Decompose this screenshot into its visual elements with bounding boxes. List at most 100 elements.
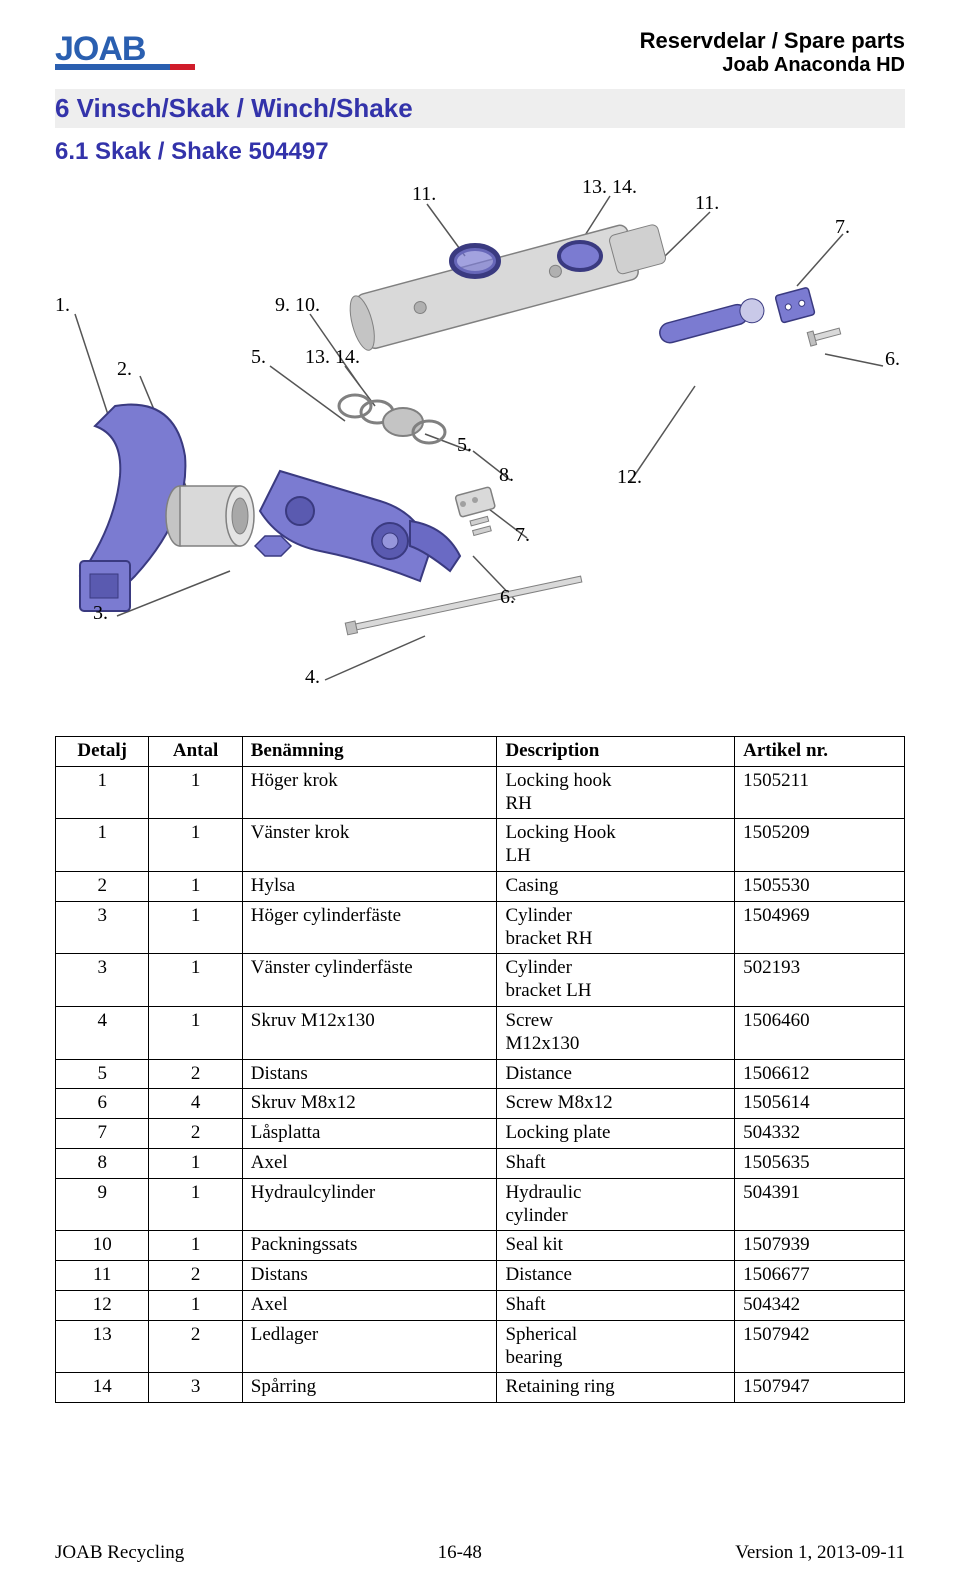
table-cell: Shaft xyxy=(497,1290,735,1320)
table-header-cell: Artikel nr. xyxy=(735,737,905,767)
logo: JOAB xyxy=(55,28,203,72)
table-header-cell: Description xyxy=(497,737,735,767)
table-row: 64Skruv M8x12Screw M8x121505614 xyxy=(56,1089,905,1119)
callout-label: 7. xyxy=(835,216,850,239)
table-cell: 11 xyxy=(56,1261,149,1291)
table-row: 11Höger krokLocking hookRH1505211 xyxy=(56,766,905,819)
callout-label: 5. xyxy=(251,346,266,369)
table-cell: 3 xyxy=(149,1373,242,1403)
table-cell: 504391 xyxy=(735,1178,905,1231)
table-cell: 4 xyxy=(149,1089,242,1119)
subsection-title: 6.1 Skak / Shake 504497 xyxy=(55,138,905,166)
section-title: 6 Vinsch/Skak / Winch/Shake xyxy=(55,89,905,128)
table-row: 101PackningssatsSeal kit1507939 xyxy=(56,1231,905,1261)
table-cell: 1 xyxy=(56,819,149,872)
table-cell: Distance xyxy=(497,1261,735,1291)
table-cell: Locking hookRH xyxy=(497,766,735,819)
table-cell: Screw M8x12 xyxy=(497,1089,735,1119)
table-cell: 1506612 xyxy=(735,1059,905,1089)
footer-right: Version 1, 2013-09-11 xyxy=(735,1542,905,1564)
table-cell: 9 xyxy=(56,1178,149,1231)
callout-label: 6. xyxy=(500,586,515,609)
table-cell: Höger cylinderfäste xyxy=(242,901,497,954)
table-cell: 1506460 xyxy=(735,1006,905,1059)
table-cell: 1507947 xyxy=(735,1373,905,1403)
exploded-diagram: 11.13. 14.11.7.1.9. 10.2.5.13. 14.6.5.8.… xyxy=(55,176,905,716)
table-cell: 1 xyxy=(149,1231,242,1261)
table-cell: 8 xyxy=(56,1148,149,1178)
table-row: 72LåsplattaLocking plate504332 xyxy=(56,1119,905,1149)
table-cell: 1 xyxy=(149,1178,242,1231)
table-cell: 7 xyxy=(56,1119,149,1149)
table-cell: 3 xyxy=(56,901,149,954)
table-cell: 1506677 xyxy=(735,1261,905,1291)
callout-label: 3. xyxy=(93,602,108,625)
callout-label: 5. xyxy=(457,434,472,457)
table-cell: 1505211 xyxy=(735,766,905,819)
table-cell: 4 xyxy=(56,1006,149,1059)
table-row: 31Höger cylinderfästeCylinderbracket RH1… xyxy=(56,901,905,954)
header-subtitle: Joab Anaconda HD xyxy=(640,54,905,77)
callout-label: 13. 14. xyxy=(305,346,360,369)
table-cell: 3 xyxy=(56,954,149,1007)
table-cell: 14 xyxy=(56,1373,149,1403)
table-row: 112DistansDistance1506677 xyxy=(56,1261,905,1291)
header-title: Reservdelar / Spare parts xyxy=(640,28,905,54)
table-cell: 1507939 xyxy=(735,1231,905,1261)
callout-label: 2. xyxy=(117,358,132,381)
table-cell: Cylinderbracket LH xyxy=(497,954,735,1007)
table-cell: 504332 xyxy=(735,1119,905,1149)
table-row: 31Vänster cylinderfästeCylinderbracket L… xyxy=(56,954,905,1007)
table-cell: 1505614 xyxy=(735,1089,905,1119)
table-cell: 6 xyxy=(56,1089,149,1119)
table-cell: Ledlager xyxy=(242,1320,497,1373)
table-row: 52DistansDistance1506612 xyxy=(56,1059,905,1089)
table-cell: Axel xyxy=(242,1148,497,1178)
table-cell: 1504969 xyxy=(735,901,905,954)
page-footer: JOAB Recycling 16-48 Version 1, 2013-09-… xyxy=(55,1542,905,1564)
table-cell: 1 xyxy=(149,871,242,901)
table-cell: 1 xyxy=(149,819,242,872)
table-cell: Retaining ring xyxy=(497,1373,735,1403)
table-cell: 1 xyxy=(149,1006,242,1059)
callout-label: 11. xyxy=(695,192,719,215)
table-row: 81AxelShaft1505635 xyxy=(56,1148,905,1178)
callout-label: 1. xyxy=(55,294,70,317)
callout-label: 8. xyxy=(499,464,514,487)
table-cell: 1 xyxy=(149,1290,242,1320)
table-cell: Locking plate xyxy=(497,1119,735,1149)
page-header: JOAB Reservdelar / Spare parts Joab Anac… xyxy=(55,28,905,77)
table-header-cell: Antal xyxy=(149,737,242,767)
callout-label: 9. 10. xyxy=(275,294,320,317)
table-cell: Distans xyxy=(242,1059,497,1089)
table-cell: 1 xyxy=(56,766,149,819)
table-cell: Distans xyxy=(242,1261,497,1291)
table-cell: 502193 xyxy=(735,954,905,1007)
table-row: 41Skruv M12x130ScrewM12x1301506460 xyxy=(56,1006,905,1059)
table-header-row: DetaljAntalBenämningDescriptionArtikel n… xyxy=(56,737,905,767)
header-right: Reservdelar / Spare parts Joab Anaconda … xyxy=(640,28,905,77)
table-cell: 1505530 xyxy=(735,871,905,901)
table-cell: Hydraulcylinder xyxy=(242,1178,497,1231)
table-cell: Spårring xyxy=(242,1373,497,1403)
table-cell: Hydrauliccylinder xyxy=(497,1178,735,1231)
table-cell: Packningssats xyxy=(242,1231,497,1261)
callout-label: 7. xyxy=(515,524,530,547)
table-cell: Shaft xyxy=(497,1148,735,1178)
table-cell: 2 xyxy=(149,1320,242,1373)
table-cell: 2 xyxy=(149,1059,242,1089)
table-header-cell: Benämning xyxy=(242,737,497,767)
table-cell: 2 xyxy=(56,871,149,901)
table-cell: Casing xyxy=(497,871,735,901)
table-cell: Höger krok xyxy=(242,766,497,819)
table-cell: Låsplatta xyxy=(242,1119,497,1149)
table-cell: 1 xyxy=(149,901,242,954)
diagram-svg xyxy=(55,176,905,716)
table-cell: Skruv M8x12 xyxy=(242,1089,497,1119)
table-cell: 13 xyxy=(56,1320,149,1373)
table-cell: Vänster krok xyxy=(242,819,497,872)
table-row: 91HydraulcylinderHydrauliccylinder504391 xyxy=(56,1178,905,1231)
table-cell: 2 xyxy=(149,1261,242,1291)
table-row: 121AxelShaft504342 xyxy=(56,1290,905,1320)
svg-text:JOAB: JOAB xyxy=(55,30,146,68)
